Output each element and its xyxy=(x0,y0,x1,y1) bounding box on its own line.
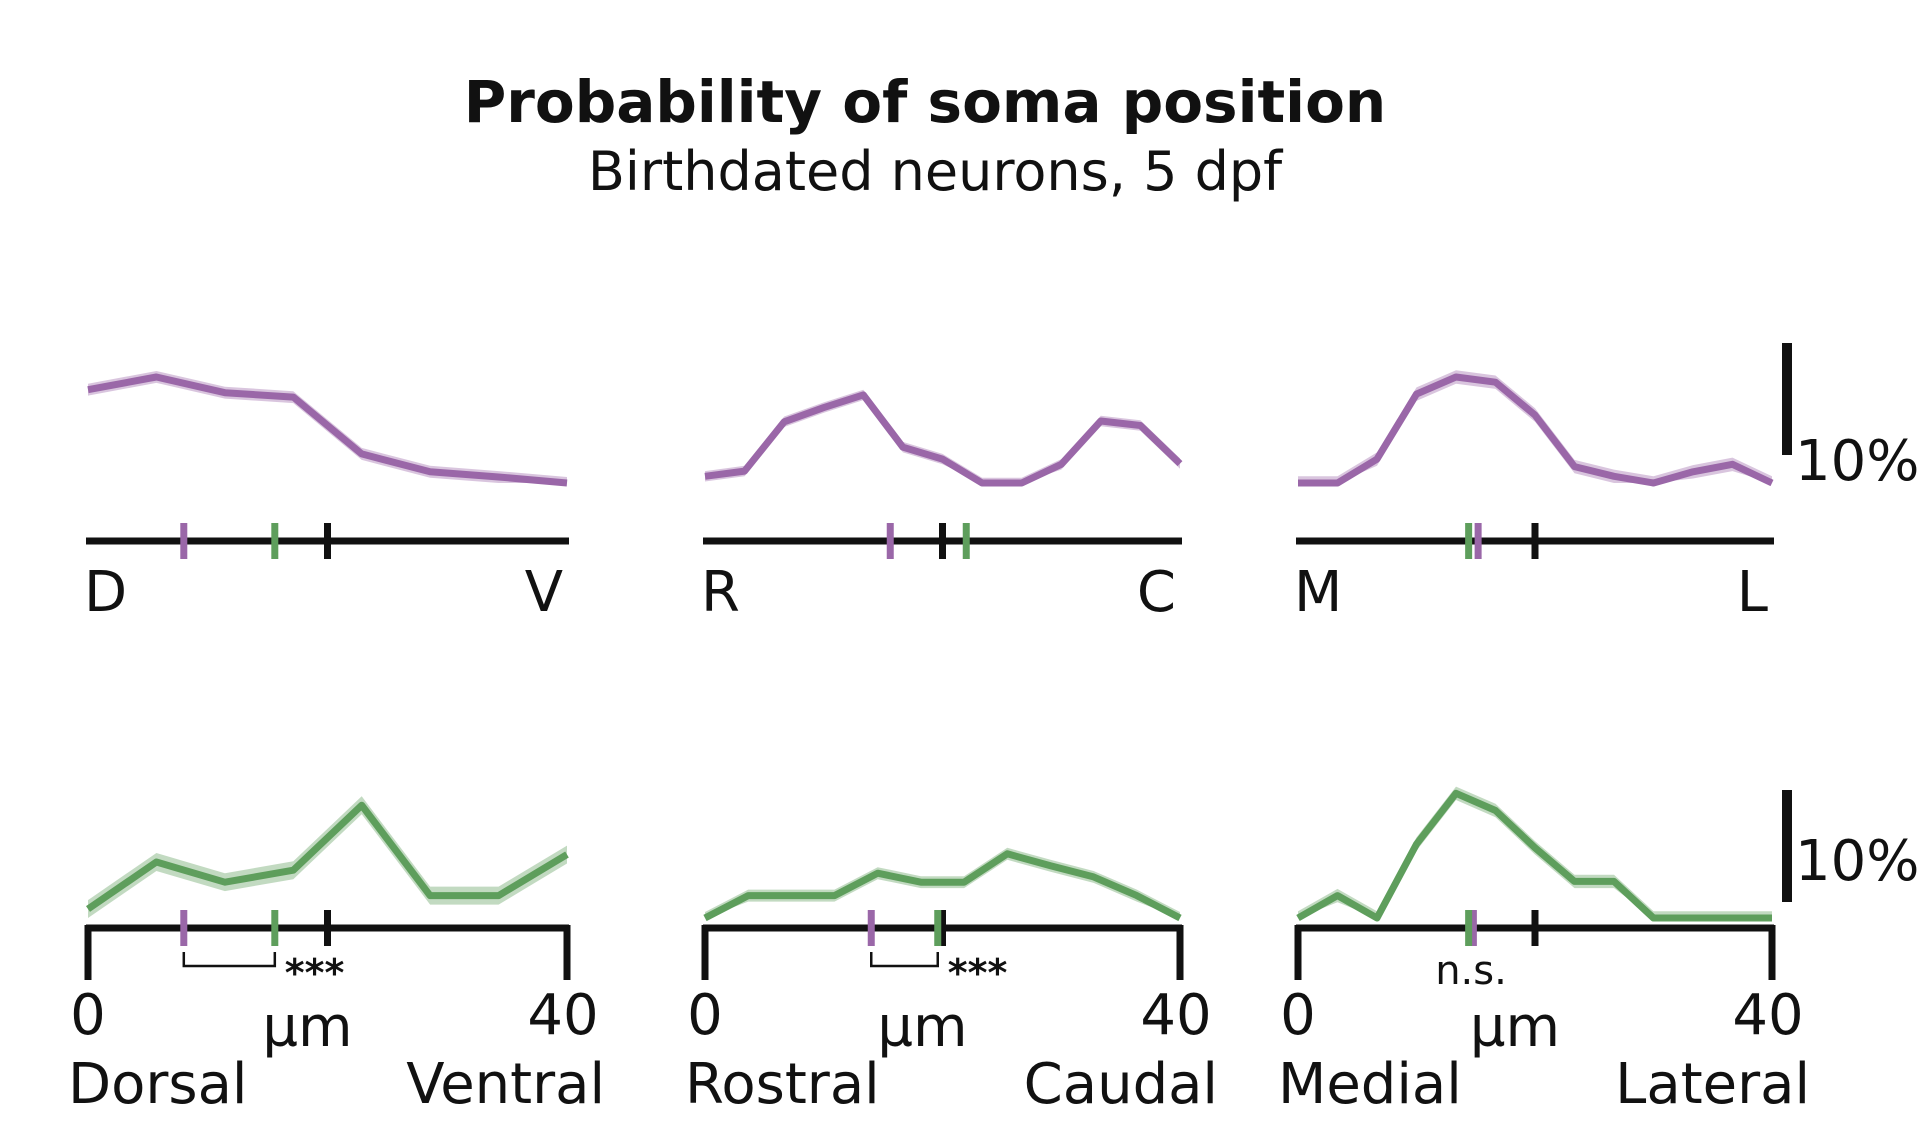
scale-bar-top-label: 10% xyxy=(1795,429,1919,494)
axis-end-label: V xyxy=(525,560,563,625)
series-line xyxy=(87,373,568,487)
x-axis-unit-label: µm xyxy=(262,995,352,1060)
axis-start-label: Rostral xyxy=(685,1052,880,1117)
series-line xyxy=(704,391,1183,487)
significance-label: *** xyxy=(285,951,345,995)
axis-start-label: R xyxy=(701,560,740,625)
axis-end-label: Lateral xyxy=(1615,1052,1810,1117)
axis-end-label: C xyxy=(1137,560,1176,625)
tick-label-start: 0 xyxy=(687,983,723,1048)
axis-end-label: L xyxy=(1737,560,1768,625)
axis-start-label: Medial xyxy=(1278,1052,1462,1117)
axis-start-label: M xyxy=(1294,560,1342,625)
scale-bars: 10% 10% xyxy=(1782,343,1919,902)
scale-bar-bottom-label: 10% xyxy=(1795,829,1919,894)
series-line xyxy=(86,801,569,912)
tick-label-start: 0 xyxy=(70,983,106,1048)
x-axis-unit-label: µm xyxy=(1470,995,1560,1060)
tick-label-end: 40 xyxy=(527,983,598,1048)
series-line xyxy=(1296,789,1772,922)
significance-label: *** xyxy=(948,951,1008,995)
chart-title: Probability of soma position xyxy=(464,68,1386,136)
significance-bracket xyxy=(182,952,277,968)
chart-subtitle: Birthdated neurons, 5 dpf xyxy=(588,140,1284,203)
significance-bracket xyxy=(870,952,939,968)
series-line xyxy=(1298,373,1774,487)
significance-label: n.s. xyxy=(1435,948,1507,994)
axis-end-label: Caudal xyxy=(1024,1052,1218,1117)
confidence-band xyxy=(88,796,567,918)
axis-start-label: Dorsal xyxy=(68,1052,247,1117)
tick-label-end: 40 xyxy=(1732,983,1803,1048)
tick-label-end: 40 xyxy=(1140,983,1211,1048)
x-axis-unit-label: µm xyxy=(877,995,967,1060)
series-line xyxy=(703,850,1182,922)
tick-label-start: 0 xyxy=(1280,983,1316,1048)
axis-end-label: Ventral xyxy=(406,1052,605,1117)
axis-start-label: D xyxy=(84,560,127,625)
